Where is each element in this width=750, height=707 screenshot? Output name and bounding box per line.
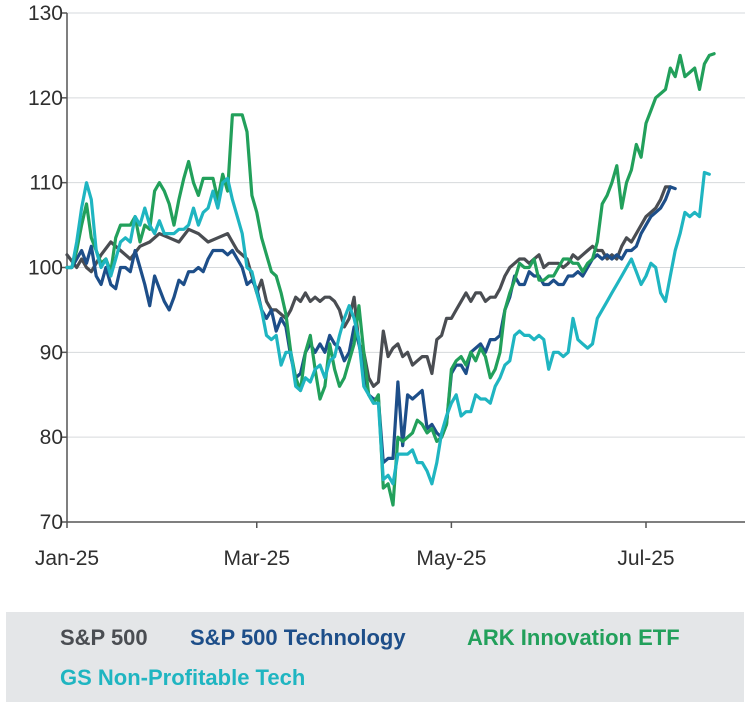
legend: S&P 500 S&P 500 Technology ARK Innovatio…: [6, 612, 744, 702]
y-tick-label-100: 100: [28, 257, 63, 280]
line-chart: 70 80 90 100 110 120 130 Jan-25 Mar-25 May-25 Jul…: [28, 2, 745, 570]
x-tick-label-jul-25: Jul-25: [617, 547, 674, 570]
y-tick-label-90: 90: [40, 341, 63, 364]
x-tick-label-may-25: May-25: [416, 547, 486, 570]
series-line-gs-non-profitable-tech: [65, 170, 711, 486]
legend-item-ark-innovation-etf: ARK Innovation ETF: [467, 625, 680, 650]
y-tick-label-120: 120: [28, 87, 63, 110]
series-line-s-p-500: [65, 185, 672, 388]
legend-item-sp500: S&P 500: [60, 625, 148, 650]
legend-item-gs-non-profitable-tech: GS Non-Profitable Tech: [60, 665, 306, 690]
y-tick-label-70: 70: [40, 511, 63, 534]
series-line-ark-innovation-etf: [65, 52, 716, 507]
y-tick-label-130: 130: [28, 2, 63, 25]
y-tick-label-80: 80: [40, 426, 63, 449]
x-tick-label-mar-25: Mar-25: [223, 547, 290, 570]
x-tick-labels: Jan-25 Mar-25 May-25 Jul-25: [35, 522, 675, 570]
x-tick-label-jan-25: Jan-25: [35, 547, 99, 570]
y-tick-labels: 70 80 90 100 110 120 130: [28, 2, 67, 534]
legend-item-sp500-technology: S&P 500 Technology: [190, 625, 406, 650]
y-tick-label-110: 110: [30, 172, 63, 195]
gridlines: [67, 12, 745, 438]
series-lines: [65, 52, 716, 507]
